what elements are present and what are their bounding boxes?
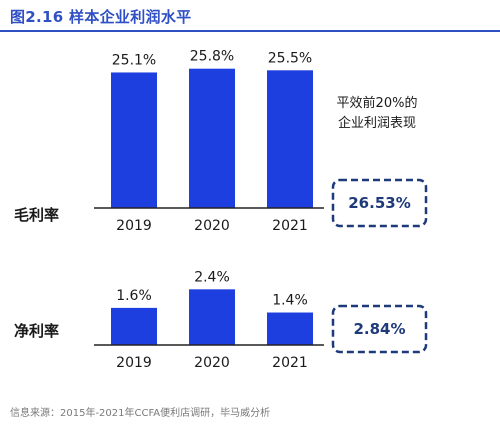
net-value-label-2021: 1.4% (272, 293, 308, 309)
net-value-label-2020: 2.4% (194, 269, 230, 285)
gross-bar-2021 (267, 70, 313, 208)
source-note: 信息来源：2015年-2021年CCFA便利店调研，毕马威分析 (10, 408, 271, 419)
gross-row-label: 毛利率 (14, 206, 59, 224)
figure-title: 图2.16 样本企业利润水平 (10, 8, 192, 26)
net-category-label-2019: 2019 (116, 355, 152, 371)
gross-bar-2020 (189, 68, 235, 209)
gross-value-label-2021: 25.5% (268, 50, 312, 66)
net-row-label: 净利率 (14, 322, 59, 340)
gross-benchmark-box (331, 178, 428, 228)
net-bar-2019 (111, 307, 157, 345)
title-underline (0, 30, 500, 32)
gross-category-label-2019: 2019 (116, 218, 152, 234)
gross-bar-2019 (111, 72, 157, 209)
gross-category-label-2020: 2020 (194, 218, 230, 234)
net-bar-2020 (189, 289, 235, 345)
net-bar-2021 (267, 312, 313, 345)
net-category-label-2021: 2021 (272, 355, 308, 371)
benchmark-note-line-1: 平效前20%的 (337, 95, 418, 111)
gross-category-label-2021: 2021 (272, 218, 308, 234)
gross-benchmark-value: 26.53% (348, 194, 410, 212)
net-value-label-2019: 1.6% (116, 288, 152, 304)
net-benchmark-value: 2.84% (353, 320, 405, 338)
benchmark-note-line-2: 企业利润表现 (338, 115, 416, 131)
gross-value-label-2019: 25.1% (112, 52, 156, 68)
gross-value-label-2020: 25.8% (190, 49, 234, 65)
net-benchmark-box (331, 304, 428, 354)
net-category-label-2020: 2020 (194, 355, 230, 371)
